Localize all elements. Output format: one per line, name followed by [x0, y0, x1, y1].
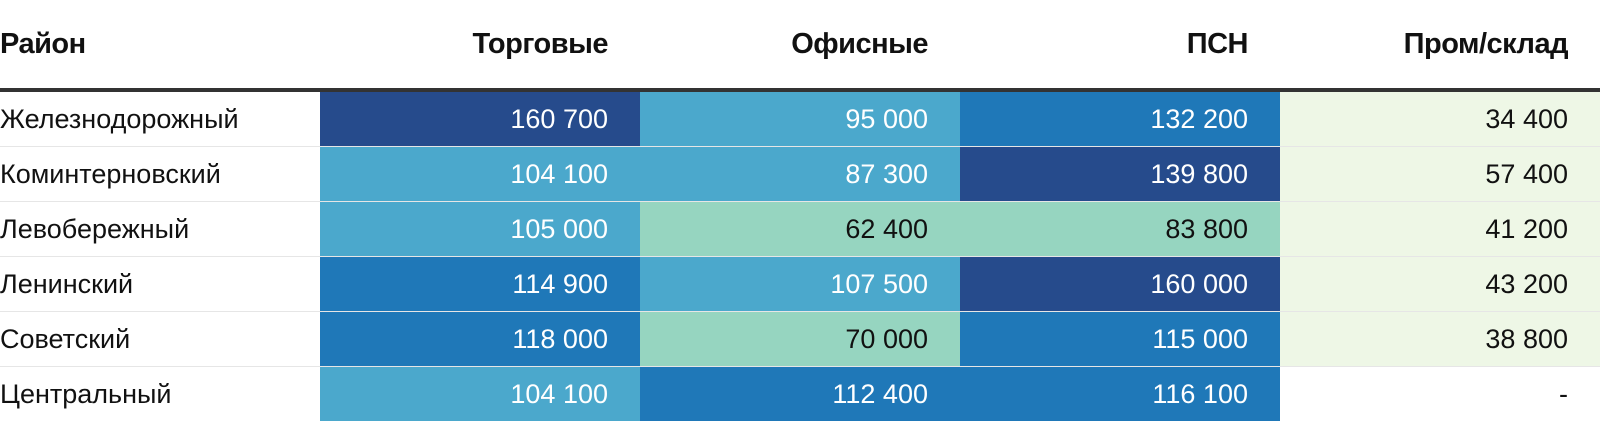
column-header-retail: Торговые — [320, 0, 640, 92]
header-row: Район Торговые Офисные ПСН Пром/склад — [0, 0, 1600, 92]
value-cell: 105 000 — [320, 201, 640, 257]
value-cell: 38 800 — [1280, 311, 1600, 367]
table-header: Район Торговые Офисные ПСН Пром/склад — [0, 0, 1600, 92]
value-cell: 160 000 — [960, 256, 1280, 312]
value-cell: 70 000 — [640, 311, 960, 367]
value-cell: 132 200 — [960, 90, 1280, 147]
value-cell: 112 400 — [640, 366, 960, 421]
table-row: Центральный 104 100 112 400 116 100- — [0, 366, 1600, 421]
district-name-cell: Центральный — [0, 378, 172, 409]
value-cell: 114 900 — [320, 256, 640, 312]
column-header-industrial-warehouse: Пром/склад — [1280, 0, 1600, 92]
value-cell: 116 100 — [960, 366, 1280, 421]
table-body: Железнодорожный 160 700 95 000 132 200 34 40… — [0, 90, 1600, 421]
value-cell: 107 500 — [640, 256, 960, 312]
table-row: Ленинский 114 900 107 500 160 000 43 200 — [0, 256, 1600, 312]
value-cell: 115 000 — [960, 311, 1280, 367]
column-header-psn: ПСН — [960, 0, 1280, 92]
value-cell: 43 200 — [1280, 256, 1600, 312]
table-row: Левобережный 105 000 62 400 83 800 41 200 — [0, 201, 1600, 257]
value-cell: 160 700 — [320, 90, 640, 147]
column-header-district: Район — [0, 0, 320, 92]
value-cell: 139 800 — [960, 146, 1280, 202]
value-cell: 87 300 — [640, 146, 960, 202]
value-cell: 95 000 — [640, 90, 960, 147]
value-cell: 83 800 — [960, 201, 1280, 257]
district-name-cell: Ленинский — [0, 256, 320, 312]
value-cell: 41 200 — [1280, 201, 1600, 257]
value-cell: 104 100 — [320, 146, 640, 202]
value-cell: 62 400 — [640, 201, 960, 257]
column-header-office: Офисные — [640, 0, 960, 92]
rent-heatmap-table: Район Торговые Офисные ПСН Пром/склад Же… — [0, 0, 1600, 421]
table-row: Коминтерновский 104 100 87 300 139 800 57 40… — [0, 146, 1600, 202]
value-cell: - — [1280, 366, 1600, 421]
district-name-cell: Советский — [0, 311, 320, 367]
value-cell: 118 000 — [320, 311, 640, 367]
table-row: Советский 118 000 70 000 115 000 38 800 — [0, 311, 1600, 367]
district-name-cell: Левобережный — [0, 201, 320, 257]
value-cell: 34 400 — [1280, 90, 1600, 147]
district-name-cell: Коминтерновский — [0, 146, 320, 202]
district-name-cell: Железнодорожный — [0, 90, 320, 147]
value-cell: 57 400 — [1280, 146, 1600, 202]
table-row: Железнодорожный 160 700 95 000 132 200 34 40… — [0, 90, 1600, 147]
value-cell: 104 100 — [320, 366, 640, 421]
